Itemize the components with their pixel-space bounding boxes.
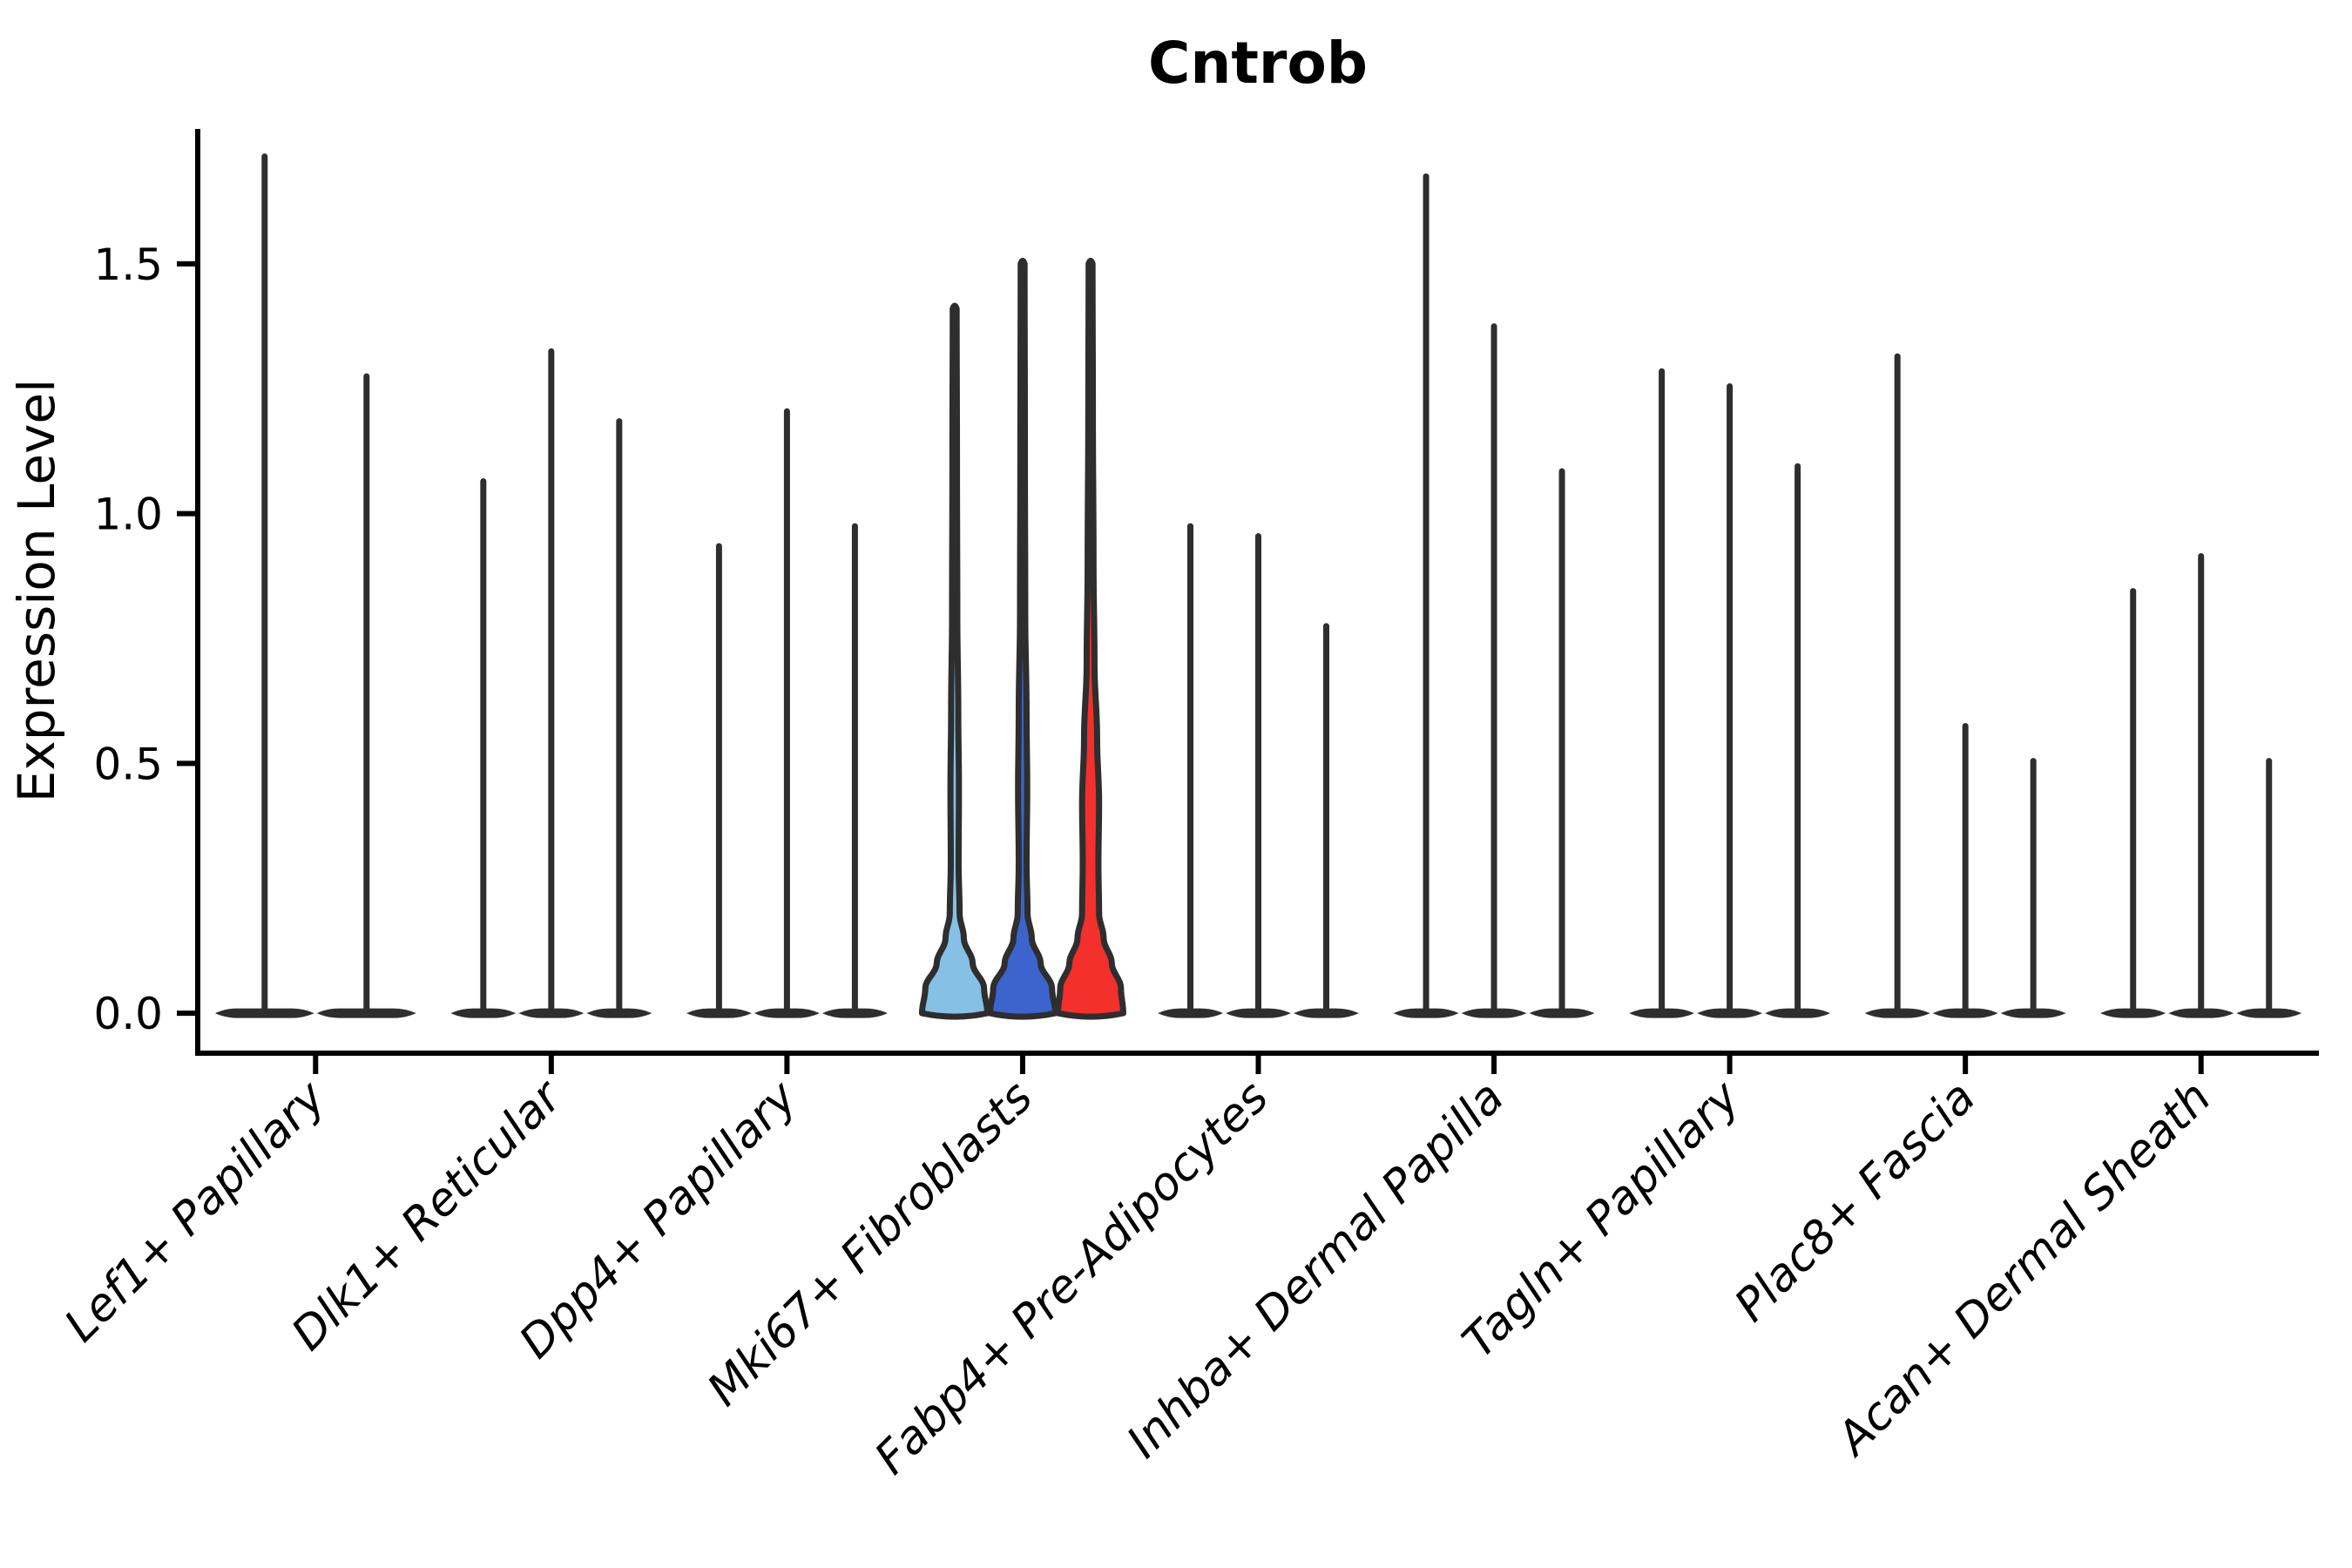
y-tick-label: 0.5 bbox=[93, 739, 163, 789]
y-tick-label: 1.0 bbox=[93, 490, 163, 540]
y-axis-label: Expression Level bbox=[7, 379, 66, 802]
y-tick-label: 0.0 bbox=[93, 989, 163, 1039]
chart-title: Cntrob bbox=[1148, 30, 1368, 97]
x-tick-label: Inhba+ Dermal Papilla bbox=[1117, 1071, 1514, 1469]
violin-body-highlighted bbox=[918, 302, 990, 1020]
x-tick-label: Plac8+ Fascia bbox=[1725, 1071, 1985, 1332]
axes-layer: 0.0 0.5 1.0 1.5 bbox=[93, 129, 2319, 1074]
x-tick-label: Acan+ Dermal Sheath bbox=[1826, 1071, 2221, 1467]
violin-body-highlighted bbox=[1054, 257, 1126, 1020]
y-tick-label: 1.5 bbox=[93, 240, 163, 290]
x-tick-label: Fabp4+ Pre-Adipocytes bbox=[865, 1071, 1279, 1485]
violin-series-layer bbox=[214, 153, 2302, 1020]
violin-body-highlighted bbox=[986, 257, 1058, 1020]
x-tick-label: Lef1+ Papillary bbox=[55, 1071, 336, 1352]
